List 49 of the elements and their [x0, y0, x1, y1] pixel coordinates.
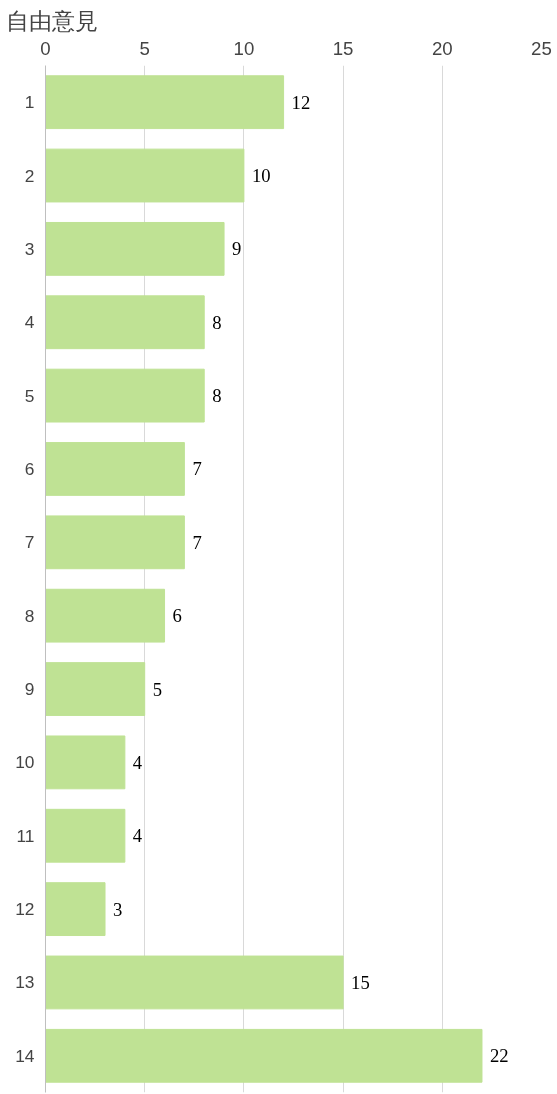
bar: [45, 662, 146, 716]
bar: [45, 442, 185, 496]
data-label: 6: [172, 605, 182, 627]
y-tick-label: 2: [24, 165, 35, 186]
data-label: 8: [212, 385, 222, 407]
data-label: 15: [351, 971, 370, 993]
bar: [45, 515, 185, 570]
data-label: 7: [192, 458, 202, 480]
y-tick-label: 14: [15, 1045, 35, 1066]
bar: [45, 368, 205, 423]
bar: [45, 1028, 483, 1083]
data-label: 9: [232, 238, 242, 260]
y-tick-label: 6: [24, 458, 35, 479]
bar: [45, 221, 225, 276]
bar: [45, 808, 126, 863]
bar: [45, 588, 166, 643]
data-label: 8: [212, 311, 222, 333]
y-tick-label: 8: [24, 605, 35, 626]
bar: [45, 148, 245, 203]
bar: [45, 75, 285, 130]
y-tick-label: 11: [16, 825, 35, 846]
x-tick-label: 10: [233, 37, 255, 59]
y-tick-label: 9: [24, 679, 35, 700]
bar: [45, 295, 205, 350]
data-label: 7: [192, 531, 202, 553]
y-tick-label: 7: [24, 532, 35, 553]
bar: [45, 735, 126, 790]
data-label: 4: [132, 751, 143, 773]
y-tick-label: 13: [15, 972, 35, 993]
y-tick-label: 4: [24, 312, 35, 333]
x-tick-label: 20: [431, 37, 453, 59]
data-label: 3: [113, 898, 123, 920]
data-label: 4: [132, 825, 143, 847]
y-tick-label: 5: [24, 385, 35, 406]
bar: [45, 955, 344, 1010]
x-tick-label: 0: [40, 37, 51, 59]
data-label: 22: [489, 1045, 509, 1067]
data-label: 12: [291, 91, 311, 113]
chart-title: 自由意見: [5, 7, 98, 34]
y-tick-label: 10: [15, 752, 35, 773]
data-label: 10: [251, 165, 271, 187]
x-tick-label: 15: [332, 37, 354, 59]
data-label: 5: [152, 678, 163, 700]
y-tick-label: 3: [24, 238, 35, 259]
x-tick-label: 25: [531, 37, 552, 59]
x-tick-label: 5: [139, 37, 150, 59]
y-tick-label: 12: [15, 899, 35, 920]
bar: [45, 882, 106, 937]
y-tick-label: 1: [24, 92, 35, 113]
